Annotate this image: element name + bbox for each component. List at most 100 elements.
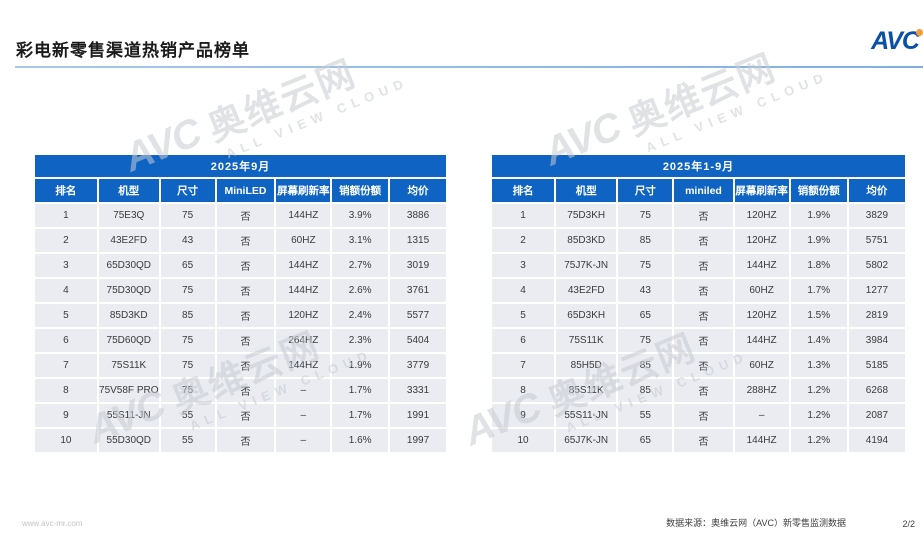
table-cell: 10 (35, 429, 97, 452)
table-cell: 43 (160, 229, 215, 252)
table-cell: 75 (618, 204, 673, 227)
table-cell: 2819 (848, 304, 905, 327)
table-row: 7 75S11K 75 否 144HZ 1.9% 3779 (35, 354, 446, 377)
table-period-header: 2025年9月 (35, 155, 446, 177)
table-cell: 1277 (848, 279, 905, 302)
table-period-header: 2025年1-9月 (492, 155, 905, 177)
table-cell: 否 (674, 379, 733, 402)
table-cell: 43E2FD (98, 229, 159, 252)
table-cell: 1.6% (332, 429, 389, 452)
table-cell: 43E2FD (556, 279, 617, 302)
table-cell: 5802 (848, 254, 905, 277)
table-cell: 否 (674, 254, 733, 277)
column-header: 均价 (848, 179, 905, 202)
table-cell: 8 (35, 379, 97, 402)
table-cell: 1.9% (790, 204, 847, 227)
table-row: 9 55S11-JN 55 否 –1.7% 1991 (35, 404, 446, 427)
table-cell: 否 (216, 304, 275, 327)
table-cell: 75 (160, 204, 215, 227)
table-cell: 否 (674, 329, 733, 352)
column-header: 屏幕刷新率 (276, 179, 331, 202)
table-cell: 120HZ (276, 304, 331, 327)
table-cell: 6268 (848, 379, 905, 402)
column-header: 机型 (98, 179, 159, 202)
table-cell: 1.2% (790, 429, 847, 452)
table-cell: 2.3% (332, 329, 389, 352)
table-cell: 1.7% (790, 279, 847, 302)
table-row: 5 65D3KH 65 否 120HZ 1.5% 2819 (492, 304, 905, 327)
table-cell: 65 (160, 254, 215, 277)
footer-url: www.avc-mr.com (22, 519, 83, 528)
table-cell: 7 (492, 354, 555, 377)
table-cell: 2.4% (332, 304, 389, 327)
table-cell: 2 (492, 229, 555, 252)
table-cell: 1.4% (790, 329, 847, 352)
table-cell: 5 (35, 304, 97, 327)
table-cell: 65D30QD (98, 254, 159, 277)
table-cell: 5 (492, 304, 555, 327)
table-row: 2 85D3KD 85 否 120HZ 1.9% 5751 (492, 229, 905, 252)
table-cell: 85 (160, 304, 215, 327)
table-cell: 3829 (848, 204, 905, 227)
table-cell: 1.9% (790, 229, 847, 252)
column-header: 尺寸 (618, 179, 673, 202)
title-underline (15, 66, 923, 68)
table-cell: 55D30QD (98, 429, 159, 452)
table-cell: 5577 (390, 304, 446, 327)
column-header: 排名 (35, 179, 97, 202)
column-header: 均价 (390, 179, 446, 202)
table-cell: 1.8% (790, 254, 847, 277)
column-header: 机型 (556, 179, 617, 202)
table-cell: 120HZ (734, 229, 789, 252)
table-cell: 75S11K (98, 354, 159, 377)
table-cell: 75D3KH (556, 204, 617, 227)
table-cell: 否 (216, 354, 275, 377)
table-cell: 否 (216, 404, 275, 427)
table-cell: 75V58F PRO (98, 379, 159, 402)
table-cell: 120HZ (734, 204, 789, 227)
table-cell: 144HZ (276, 354, 331, 377)
table-cell: 75D60QD (98, 329, 159, 352)
table-cell: 否 (674, 304, 733, 327)
table-row: 4 75D30QD 75 否 144HZ 2.6% 3761 (35, 279, 446, 302)
table-cell: 55 (160, 429, 215, 452)
avc-logo: AVC (871, 27, 923, 56)
page-number: 2/2 (902, 519, 915, 529)
table-cell: 9 (35, 404, 97, 427)
table-cell: 否 (674, 204, 733, 227)
table-cell: 55 (160, 404, 215, 427)
column-header: 排名 (492, 179, 555, 202)
table-cell: 否 (216, 429, 275, 452)
table-cell: 4194 (848, 429, 905, 452)
table-cell: 1.7% (332, 404, 389, 427)
table-row: 7 85H5D 85 否 60HZ 1.3% 5185 (492, 354, 905, 377)
table-row: 10 65J7K-JN 65 否 144HZ 1.2% 4194 (492, 429, 905, 452)
table-cell: 2.7% (332, 254, 389, 277)
column-header: MiniLED (216, 179, 275, 202)
table-cell: 否 (674, 404, 733, 427)
watermark-cn: 奥维云网 (621, 45, 783, 144)
table-cell: 288HZ (734, 379, 789, 402)
table-cell: 144HZ (734, 329, 789, 352)
table-row: 3 65D30QD 65 否 144HZ 2.7% 3019 (35, 254, 446, 277)
table-cell: 75 (618, 329, 673, 352)
table-cell: 85 (618, 229, 673, 252)
table-cell: 144HZ (734, 429, 789, 452)
table-row: 5 85D3KD 85 否 120HZ 2.4% 5577 (35, 304, 446, 327)
table-cell: 1991 (390, 404, 446, 427)
table-cell: 6 (492, 329, 555, 352)
table-cell: 5404 (390, 329, 446, 352)
table-cell: 55S11-JN (98, 404, 159, 427)
table-cell: 3.1% (332, 229, 389, 252)
table-cell: 10 (492, 429, 555, 452)
table-cell: 85D3KD (98, 304, 159, 327)
table-cell: 75 (160, 354, 215, 377)
table-cell: 3761 (390, 279, 446, 302)
table-cell: 3984 (848, 329, 905, 352)
table-cell: 否 (216, 379, 275, 402)
table-cell: 9 (492, 404, 555, 427)
table-cell: 65 (618, 304, 673, 327)
table-cell: 1.9% (332, 354, 389, 377)
table-cell: 否 (216, 229, 275, 252)
